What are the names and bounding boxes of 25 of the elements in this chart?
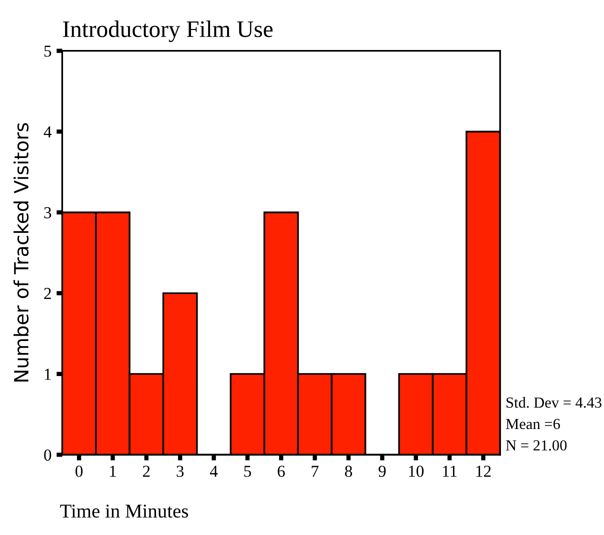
text: N = 21.00 [506,440,567,451]
x-tick-label: 5 [244,466,251,477]
y-tick-label: 0 [44,449,52,461]
x-tick-label: 10 [409,466,424,477]
x-tick-label: 0 [76,466,83,477]
chart-title: Introductory Film Use [63,20,273,42]
y-axis-title: Number of Tracked Visitors [14,123,29,382]
x-tick-label: 11 [443,466,457,477]
x-tick-label: 9 [378,466,386,477]
text: Std. Dev = 4.43 [506,396,602,408]
y-tick-label: 2 [44,288,51,299]
y-tick-label: 3 [44,207,52,218]
x-axis-title: Time in Minutes [60,504,188,518]
x-tick-label: 7 [312,466,319,477]
y-tick-label: 5 [44,46,52,57]
x-tick-label: 4 [210,466,218,477]
x-tick-label: 6 [278,466,285,477]
x-tick-label: 8 [345,466,352,477]
text: Mean =6 [506,418,560,430]
x-tick-label: 3 [176,466,184,477]
y-tick-label: 4 [44,126,52,138]
y-tick-label: 1 [44,368,51,380]
x-tick-label: 12 [476,466,491,477]
x-tick-label: 1 [110,466,116,477]
x-tick-label: 2 [142,466,150,477]
